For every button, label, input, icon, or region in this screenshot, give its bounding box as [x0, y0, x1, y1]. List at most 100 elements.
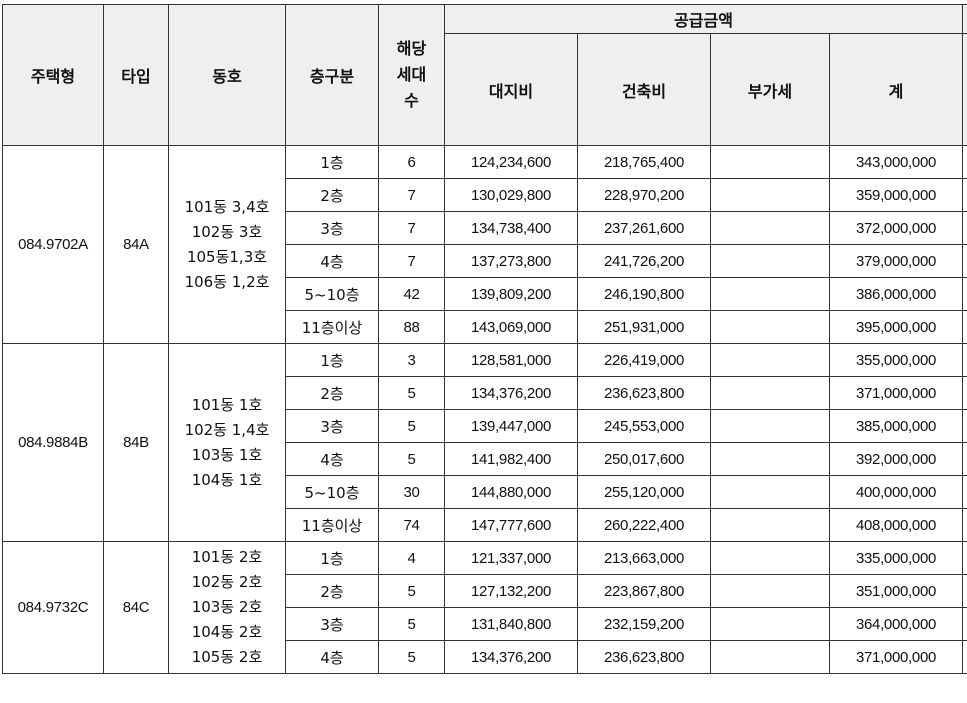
cell-units: 30 — [378, 475, 445, 509]
cell-building: 250,017,600 — [577, 442, 711, 476]
cell-floor: 5~10층 — [285, 475, 379, 509]
cell-vat — [710, 310, 830, 344]
cell-floor: 4층 — [285, 640, 379, 674]
header-units-line1: 해당 — [396, 39, 427, 58]
cell-building: 245,553,000 — [577, 409, 711, 443]
cell-units: 88 — [378, 310, 445, 344]
cell-units: 5 — [378, 376, 445, 410]
cell-floor: 4층 — [285, 244, 379, 278]
cell-housing-type: 084.9732C — [2, 541, 104, 674]
header-extra — [962, 4, 967, 34]
cell-floor: 1층 — [285, 343, 379, 377]
cell-land: 144,880,000 — [444, 475, 578, 509]
cell-floor: 3층 — [285, 607, 379, 641]
supply-price-table: 주택형 타입 동호 층구분 해당 세대 수 공급금액 대지비 건축비 부가세 계 0… — [2, 4, 967, 674]
cell-units: 7 — [378, 211, 445, 245]
cell-units: 5 — [378, 442, 445, 476]
cell-land: 139,447,000 — [444, 409, 578, 443]
cell-land: 143,069,000 — [444, 310, 578, 344]
cell-vat — [710, 376, 830, 410]
table-row: 4층 5 134,376,200 236,623,800 371,000,000 — [3, 640, 967, 674]
cell-vat — [710, 145, 830, 179]
header-land: 대지비 — [444, 33, 578, 146]
cell-total: 379,000,000 — [828, 244, 964, 278]
header-floor-group: 층구분 — [285, 4, 379, 146]
table-row: 2층 5 134,376,200 236,623,800 371,000,000 — [3, 376, 967, 410]
cell-total: 371,000,000 — [828, 640, 964, 674]
cell-vat — [710, 475, 830, 509]
cell-total: 385,000,000 — [828, 409, 964, 443]
cell-floor: 5~10층 — [285, 277, 379, 311]
cell-units: 5 — [378, 409, 445, 443]
cell-building: 251,931,000 — [577, 310, 711, 344]
cell-land: 141,982,400 — [444, 442, 578, 476]
cell-floor: 1층 — [285, 541, 379, 575]
cell-floor: 2층 — [285, 178, 379, 212]
cell-vat — [710, 277, 830, 311]
cell-land: 139,809,200 — [444, 277, 578, 311]
cell-units: 5 — [378, 574, 445, 608]
cell-units: 4 — [378, 541, 445, 575]
cell-extra — [962, 310, 967, 344]
cell-building: 236,623,800 — [577, 640, 711, 674]
cell-housing-type: 084.9702A — [2, 145, 104, 344]
cell-dong-ho: 101동 2호 102동 2호 103동 2호 104동 2호 105동 2호 — [168, 541, 286, 674]
header-type: 타입 — [103, 4, 169, 146]
header-units-line2: 세대 — [396, 65, 427, 84]
header-units-line3: 수 — [404, 91, 419, 110]
cell-building: 228,970,200 — [577, 178, 711, 212]
cell-floor: 2층 — [285, 376, 379, 410]
cell-total: 364,000,000 — [828, 607, 964, 641]
cell-building: 241,726,200 — [577, 244, 711, 278]
cell-floor: 1층 — [285, 145, 379, 179]
cell-floor: 2층 — [285, 574, 379, 608]
cell-building: 226,419,000 — [577, 343, 711, 377]
cell-land: 127,132,200 — [444, 574, 578, 608]
cell-extra — [962, 145, 967, 179]
cell-floor: 3층 — [285, 211, 379, 245]
cell-land: 147,777,600 — [444, 508, 578, 542]
cell-land: 131,840,800 — [444, 607, 578, 641]
cell-floor: 11층이상 — [285, 508, 379, 542]
table-row: 084.9702A 84A 101동 3,4호 102동 3호 105동1,3호 1… — [2, 145, 967, 344]
cell-extra — [962, 376, 967, 410]
cell-building: 223,867,800 — [577, 574, 711, 608]
cell-building: 236,623,800 — [577, 376, 711, 410]
table-row: 5~10층 30 144,880,000 255,120,000 400,000,000 — [3, 475, 967, 509]
cell-extra — [962, 475, 967, 509]
cell-building: 218,765,400 — [577, 145, 711, 179]
cell-land: 137,273,800 — [444, 244, 578, 278]
cell-land: 134,376,200 — [444, 376, 578, 410]
cell-total: 343,000,000 — [828, 145, 964, 179]
cell-type: 84A — [103, 145, 169, 344]
cell-units: 7 — [378, 244, 445, 278]
table-row: 084.9884B 84B 101동 1호 102동 1,4호 103동 1호 10… — [2, 343, 967, 542]
cell-extra — [962, 178, 967, 212]
cell-extra — [962, 640, 967, 674]
header-total: 계 — [828, 33, 964, 146]
cell-type: 84C — [103, 541, 169, 674]
cell-total: 395,000,000 — [828, 310, 964, 344]
cell-units: 5 — [378, 607, 445, 641]
header-building: 건축비 — [577, 33, 711, 146]
cell-units: 3 — [378, 343, 445, 377]
cell-vat — [710, 508, 830, 542]
cell-vat — [710, 640, 830, 674]
cell-floor: 4층 — [285, 442, 379, 476]
cell-extra — [962, 508, 967, 542]
table-row: 2층 7 130,029,800 228,970,200 359,000,000 — [3, 178, 967, 212]
cell-vat — [710, 409, 830, 443]
table-body: 084.9702A 84A 101동 3,4호 102동 3호 105동1,3호 1… — [2, 145, 967, 674]
cell-building: 232,159,200 — [577, 607, 711, 641]
cell-units: 74 — [378, 508, 445, 542]
header-supply-price: 공급금액 — [443, 4, 964, 34]
cell-total: 351,000,000 — [828, 574, 964, 608]
cell-vat — [710, 244, 830, 278]
header-dong-ho: 동호 — [168, 4, 286, 146]
cell-extra — [962, 607, 967, 641]
cell-building: 260,222,400 — [577, 508, 711, 542]
cell-building: 255,120,000 — [577, 475, 711, 509]
cell-vat — [710, 178, 830, 212]
table-row: 2층 5 127,132,200 223,867,800 351,000,000 — [3, 574, 967, 608]
